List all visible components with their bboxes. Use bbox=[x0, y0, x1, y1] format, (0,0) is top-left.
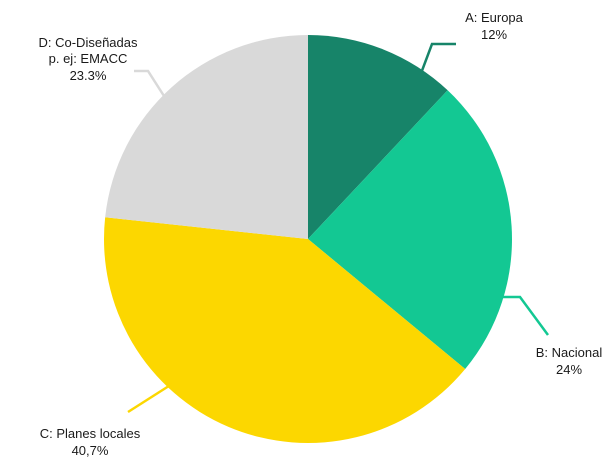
slice-label-a: A: Europa bbox=[465, 10, 524, 25]
slice-value-a: 12% bbox=[481, 27, 507, 42]
slice-value-b: 24% bbox=[556, 362, 582, 377]
leader-line-b bbox=[500, 295, 550, 336]
leader-line-a bbox=[412, 42, 456, 93]
slice-label-d: p. ej: EMACC bbox=[49, 51, 128, 66]
leader-line-d bbox=[134, 69, 166, 97]
pie-slice-d bbox=[105, 35, 308, 239]
slice-value-c: 40,7% bbox=[72, 443, 109, 458]
pie-slice-c bbox=[103, 217, 466, 443]
pie-slice-b bbox=[308, 90, 512, 370]
slice-label-c: C: Planes locales bbox=[40, 426, 141, 441]
slice-value-d: 23.3% bbox=[70, 68, 107, 83]
slice-label-b: B: Nacional bbox=[536, 345, 603, 360]
pie-slice-a bbox=[308, 35, 448, 239]
slice-label-d: D: Co-Diseñadas bbox=[39, 35, 138, 50]
leader-line-c bbox=[127, 382, 173, 414]
